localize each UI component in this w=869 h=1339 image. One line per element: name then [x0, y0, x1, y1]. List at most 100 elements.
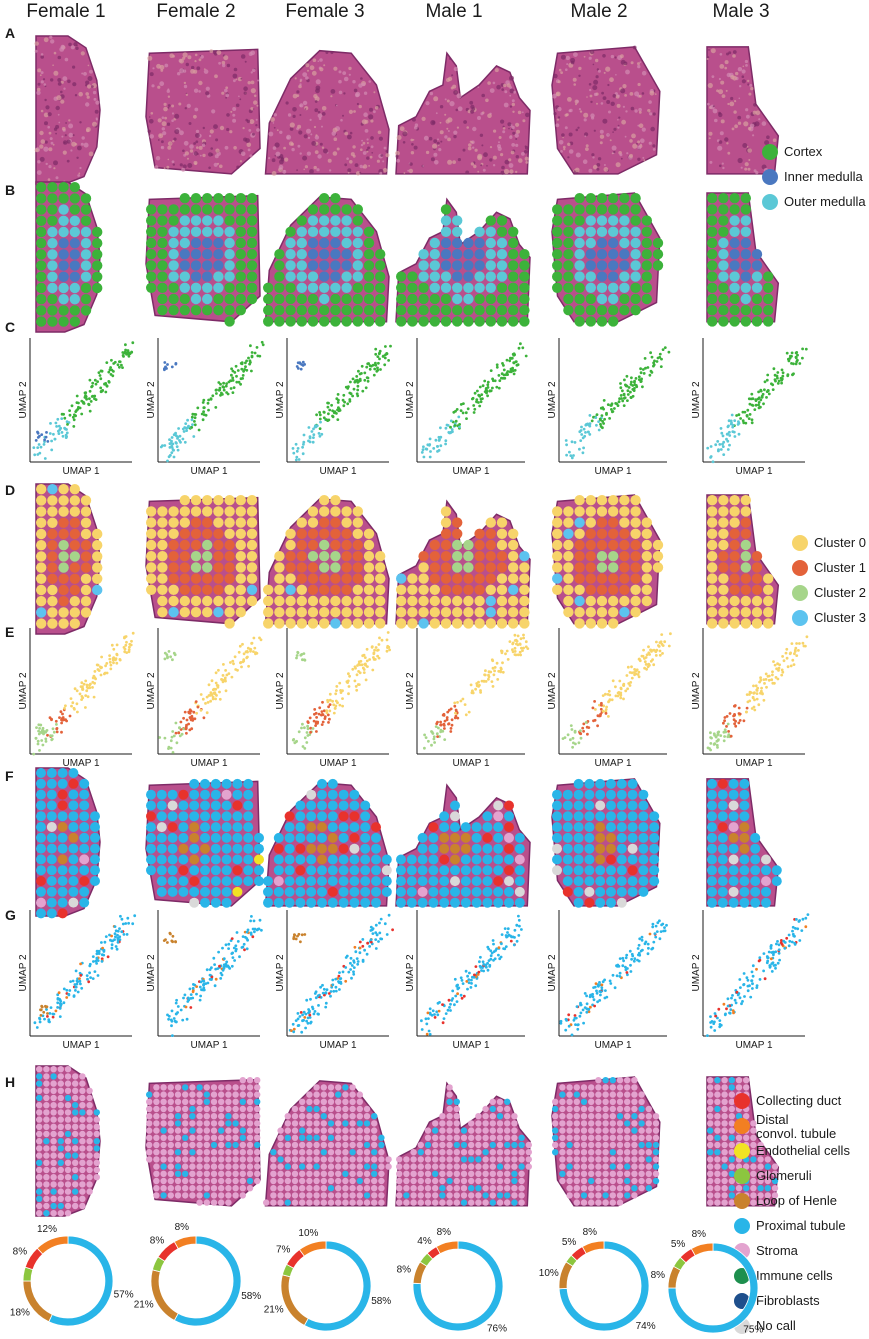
capture-spot: [580, 1199, 588, 1206]
capture-spot: [196, 1134, 203, 1142]
capture-spot: [254, 1134, 261, 1142]
capture-spot: [254, 1163, 261, 1170]
capture-spot: [319, 260, 330, 271]
capture-spot: [168, 282, 179, 293]
umap-point: [588, 424, 592, 428]
tissue-texture: [745, 108, 749, 112]
umap-point: [789, 354, 792, 358]
capture-spot: [179, 528, 190, 539]
tissue-section: [35, 767, 101, 917]
capture-spot: [463, 249, 474, 260]
tissue-texture: [344, 163, 348, 167]
umap-point: [639, 380, 643, 383]
umap-point: [311, 440, 315, 444]
capture-spot: [563, 584, 574, 595]
tissue-texture: [618, 116, 621, 119]
capture-spot: [714, 1141, 721, 1149]
capture-spot: [496, 1105, 504, 1113]
capture-spot: [740, 249, 751, 260]
capture-spot: [179, 249, 190, 260]
capture-spot: [210, 1192, 218, 1199]
capture-spot: [511, 1177, 518, 1185]
capture-spot: [630, 271, 641, 282]
capture-spot: [232, 1113, 239, 1120]
tissue-texture: [501, 88, 505, 91]
capture-spot: [57, 1087, 64, 1095]
tissue-texture: [167, 145, 172, 150]
capture-spot: [751, 305, 763, 316]
capture-spot: [64, 1066, 72, 1073]
capture-spot: [552, 1134, 559, 1142]
capture-spot: [291, 1141, 299, 1149]
capture-spot: [306, 897, 317, 908]
tissue-texture: [565, 68, 568, 71]
tissue-texture: [634, 91, 640, 97]
capture-spot: [341, 237, 352, 249]
capture-spot: [519, 607, 530, 618]
capture-spot: [595, 789, 606, 800]
tissue-texture: [383, 146, 387, 150]
umap-point: [444, 439, 448, 443]
tissue-texture: [575, 128, 579, 132]
tissue-texture: [737, 121, 742, 125]
umap-point: [84, 679, 88, 683]
capture-spot: [79, 822, 90, 832]
umap-point: [315, 413, 318, 417]
tissue-texture: [274, 142, 280, 148]
umap-point: [215, 392, 218, 395]
umap-point: [421, 448, 425, 452]
capture-spot: [246, 1084, 254, 1091]
tissue-texture: [60, 90, 63, 94]
umap-point: [586, 422, 589, 426]
umap-point: [296, 447, 300, 450]
capture-spot: [552, 811, 562, 822]
umap-point: [172, 433, 176, 437]
capture-spot: [190, 584, 202, 595]
capture-spot: [189, 865, 200, 876]
capture-spot: [652, 1113, 660, 1120]
capture-spot: [69, 484, 81, 495]
tissue-texture: [592, 63, 595, 66]
capture-spot: [714, 1134, 721, 1142]
capture-spot: [47, 282, 58, 294]
capture-spot: [609, 1170, 616, 1178]
tissue-texture: [725, 89, 728, 92]
capture-spot: [453, 1134, 460, 1142]
capture-spot: [313, 1120, 320, 1127]
capture-spot: [200, 897, 210, 908]
capture-spot: [80, 506, 92, 517]
capture-spot: [190, 237, 202, 249]
capture-spot: [588, 1149, 595, 1156]
capture-spot: [167, 1105, 174, 1113]
capture-spot: [596, 595, 608, 607]
capture-spot: [182, 1120, 189, 1127]
capture-spot: [270, 1149, 277, 1156]
capture-spot: [562, 843, 573, 854]
capture-spot: [47, 551, 58, 562]
umap-point: [38, 727, 41, 730]
capture-spot: [552, 282, 563, 293]
umap-point: [38, 451, 42, 455]
umap-point: [319, 420, 322, 424]
capture-spot: [619, 539, 630, 551]
umap-point: [804, 347, 808, 351]
tissue-texture: [575, 152, 581, 158]
capture-spot: [327, 854, 338, 865]
umap-point: [169, 453, 172, 457]
capture-spot: [157, 539, 168, 551]
capture-spot: [573, 843, 584, 854]
tissue-texture: [482, 168, 486, 172]
capture-spot: [299, 1192, 306, 1199]
capture-spot: [619, 226, 630, 237]
tissue-texture: [452, 160, 456, 165]
capture-spot: [407, 305, 418, 316]
capture-spot: [69, 495, 81, 506]
capture-spot: [463, 618, 474, 629]
umap-point: [63, 427, 67, 431]
tissue-texture: [473, 164, 477, 169]
capture-spot: [146, 1120, 153, 1127]
capture-spot: [371, 1113, 378, 1120]
capture-spot: [463, 551, 474, 562]
capture-spot: [43, 1066, 50, 1073]
capture-spot: [595, 876, 606, 887]
